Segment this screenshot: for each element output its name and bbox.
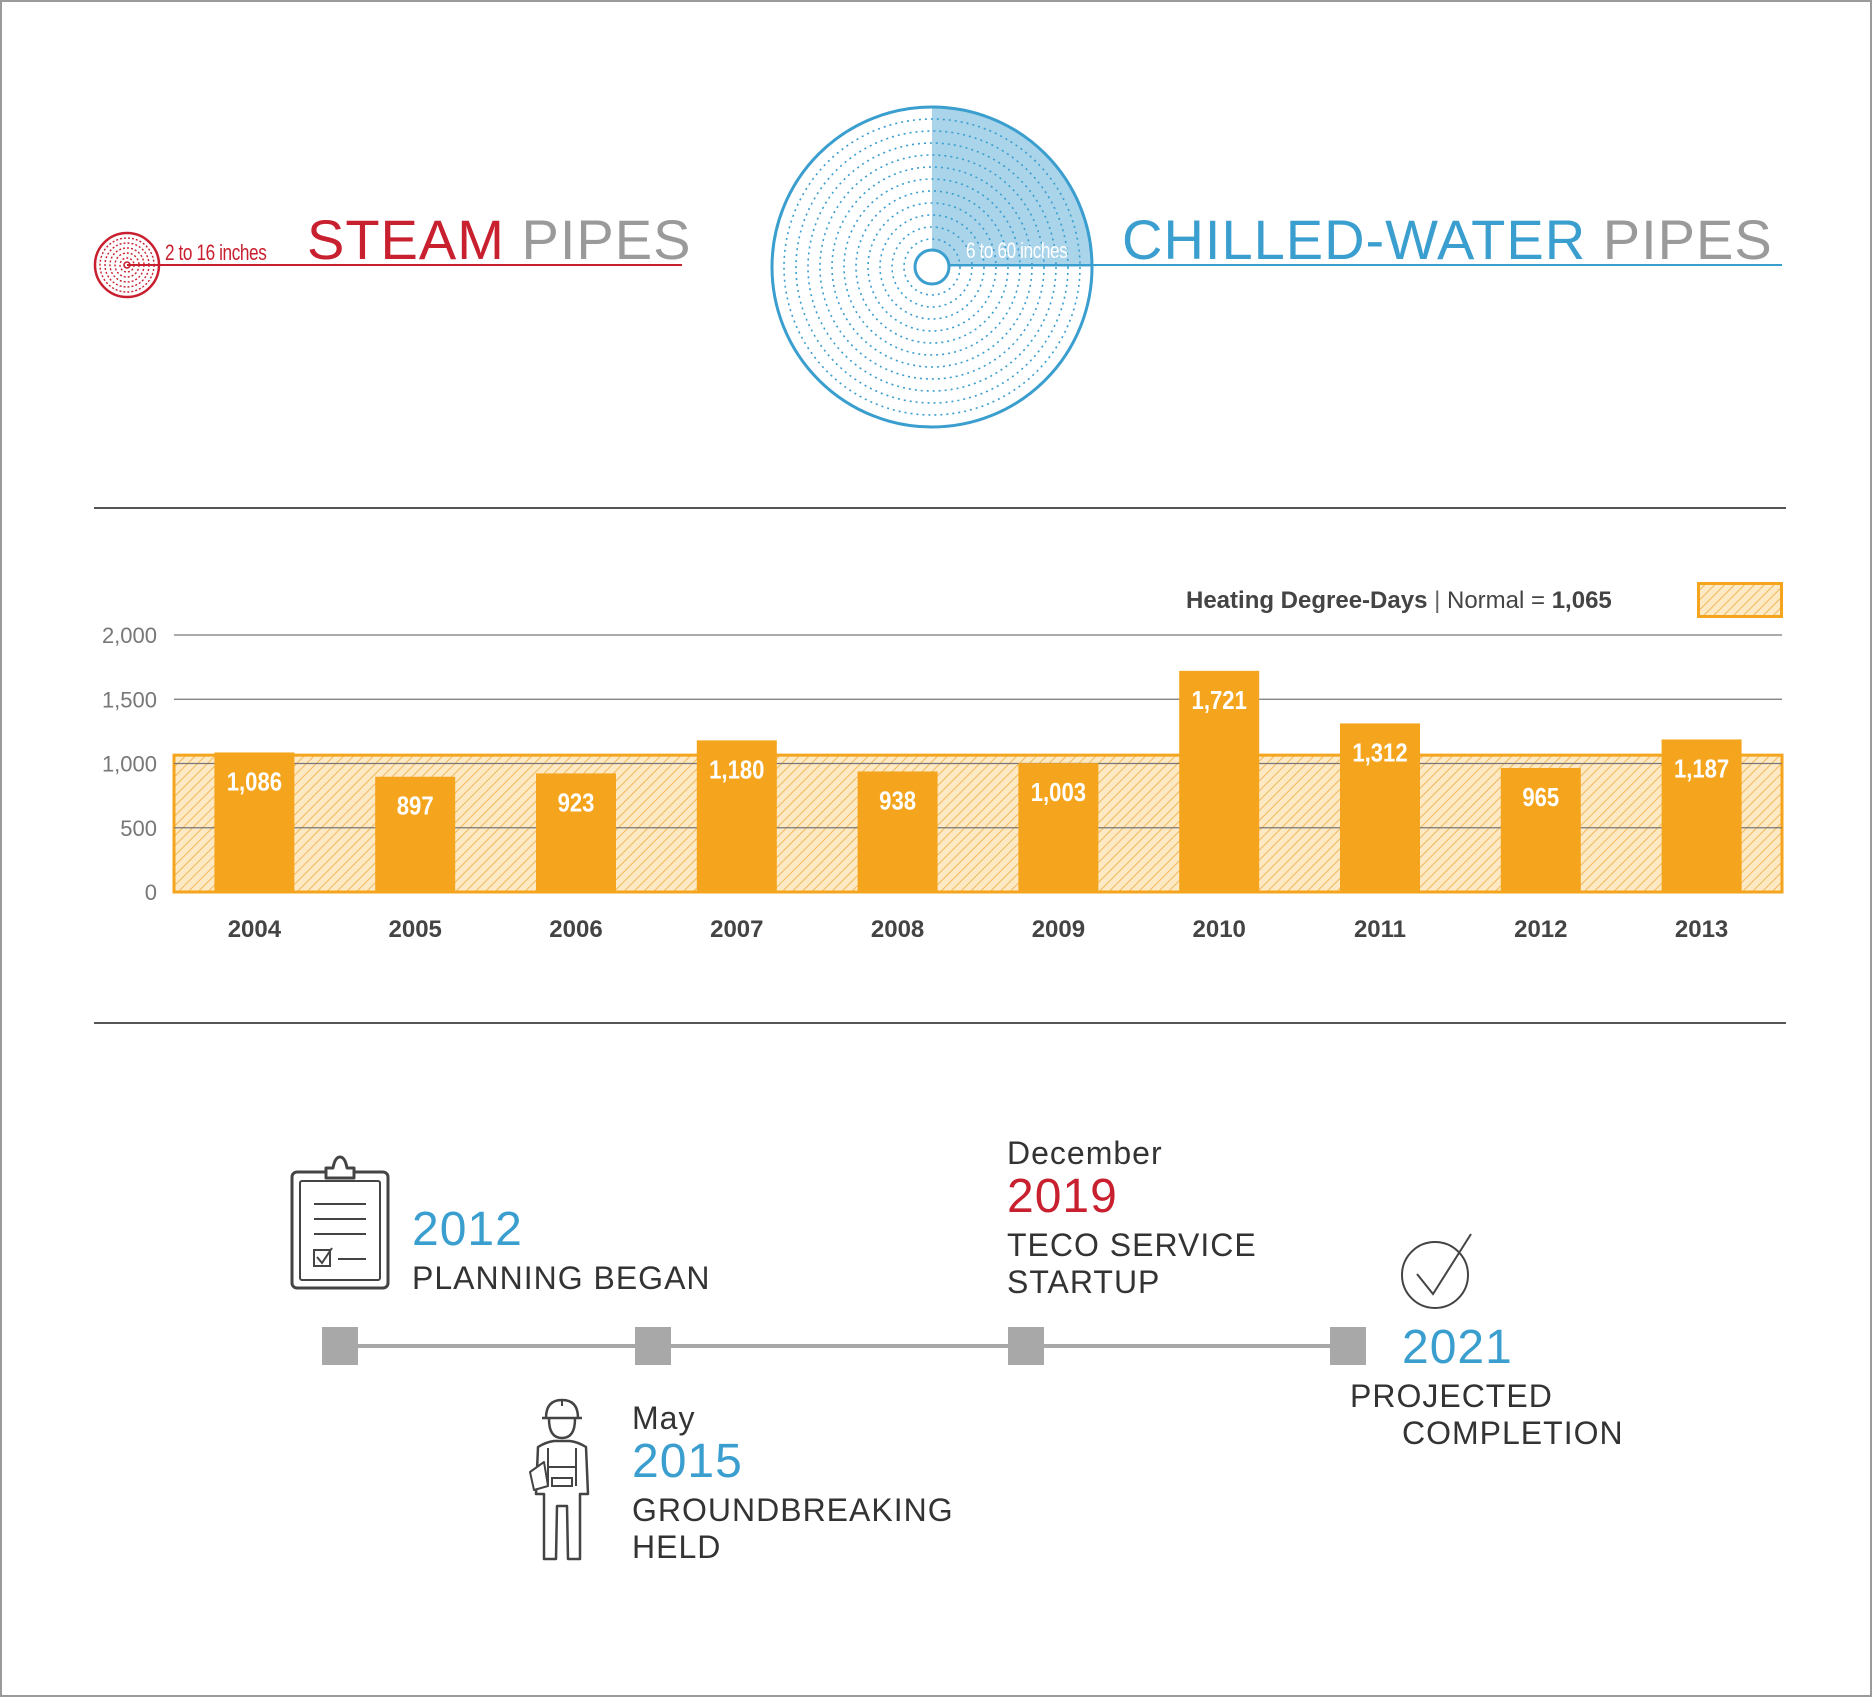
bar [214,752,295,892]
y-tick-label: 2,000 [102,623,157,648]
startup-label-line-2: STARTUP [1007,1264,1161,1300]
completion-year: 2021 [1402,1321,1513,1374]
legend-separator: | [1434,587,1441,614]
planning-year: 2012 [412,1203,523,1256]
y-tick-label: 0 [145,880,157,905]
groundbreaking-label-line-1: GROUNDBREAKING [632,1492,954,1528]
groundbreaking-month: May [632,1400,696,1436]
steam-underline [127,264,682,266]
completion-label: PROJECTED COMPLETION [1350,1378,1624,1451]
x-category-label: 2012 [1514,916,1567,943]
bar-value-label: 1,187 [1674,755,1729,784]
legend-bold-label: Heating Degree-Days [1186,587,1428,614]
x-category-label: 2011 [1354,916,1406,943]
completion-label-line-2: COMPLETION [1402,1415,1624,1451]
timeline-event-groundbreaking: May 2015 GROUNDBREAKING HELD [632,1402,954,1563]
checkmark-icon [1401,1233,1472,1309]
steam-pipes-title: STEAM PIPES [307,212,691,268]
chilled-water-size-label: 6 to 60 inches [966,238,1068,263]
bar [857,771,938,892]
planning-label: PLANNING BEGAN [412,1260,711,1296]
legend-normal-label: Normal = [1447,587,1546,614]
timeline-line [340,1344,1360,1348]
x-category-label: 2010 [1193,916,1246,943]
bar-value-label: 1,086 [227,768,282,797]
chilled-water-word: CHILLED-WATER [1122,208,1587,271]
y-tick-label: 500 [120,816,157,841]
bar [1018,763,1099,892]
timeline-marker-startup [1008,1327,1044,1365]
bar-value-label: 938 [879,787,916,816]
clipboard-icon [290,1155,390,1290]
y-tick-label: 1,000 [102,752,157,777]
chilled-water-underline [950,264,1782,266]
timeline-marker-planning [322,1327,358,1365]
timeline-event-planning: 2012 PLANNING BEGAN [412,1203,711,1296]
startup-label-line-1: TECO SERVICE [1007,1227,1257,1263]
bar [536,773,616,892]
startup-year: 2019 [1007,1170,1118,1223]
bar-value-label: 1,312 [1352,739,1407,768]
bar-value-label: 923 [558,789,595,818]
y-tick-label: 1,500 [102,687,157,712]
section-divider-top [94,507,1786,509]
bar [375,776,456,892]
construction-worker-icon [529,1398,590,1561]
bar [696,740,777,892]
completion-label-line-1: PROJECTED [1350,1378,1553,1414]
steam-word: STEAM [307,208,505,271]
legend-normal-value: 1,065 [1551,587,1612,614]
bar-value-label: 1,721 [1192,686,1247,715]
section-divider-bottom [94,1022,1786,1024]
chilled-water-pipes-title: CHILLED-WATER PIPES [1122,212,1773,268]
timeline-marker-groundbreaking [635,1327,671,1365]
steam-pipes-suffix: PIPES [521,208,692,271]
chilled-water-pipe-cross-section-icon [770,105,1094,429]
bar [1661,739,1742,892]
x-category-label: 2005 [389,916,442,943]
bar [1340,723,1420,892]
bar [1500,767,1581,892]
x-category-label: 2009 [1032,916,1085,943]
timeline-marker-completion [1330,1327,1366,1365]
completion-year-wrap: 2021 [1402,1324,1513,1372]
x-category-label: 2008 [871,916,924,943]
chart-legend-text: Heating Degree-Days | Normal = 1,065 [1186,587,1612,615]
groundbreaking-year: 2015 [632,1435,743,1488]
bar [1179,670,1260,892]
groundbreaking-label-line-2: HELD [632,1529,722,1565]
x-category-label: 2007 [710,916,763,943]
bar-value-label: 1,180 [709,756,764,785]
x-category-label: 2013 [1675,916,1728,943]
startup-month: December [1007,1135,1163,1171]
steam-size-label: 2 to 16 inches [165,240,267,265]
legend-hatched-swatch [1697,582,1783,618]
x-category-label: 2004 [228,916,282,943]
chilled-water-pipes-suffix: PIPES [1602,208,1773,271]
bar-value-label: 965 [1522,783,1559,812]
timeline-event-startup: December 2019 TECO SERVICE STARTUP [1007,1137,1257,1298]
x-category-label: 2006 [549,916,602,943]
bar-value-label: 897 [397,792,434,821]
bar-value-label: 1,003 [1031,778,1086,807]
heating-degree-days-chart: 0 500 1,000 1,500 2,000 1,086 2004 897 2005 923 20… [102,623,1784,943]
